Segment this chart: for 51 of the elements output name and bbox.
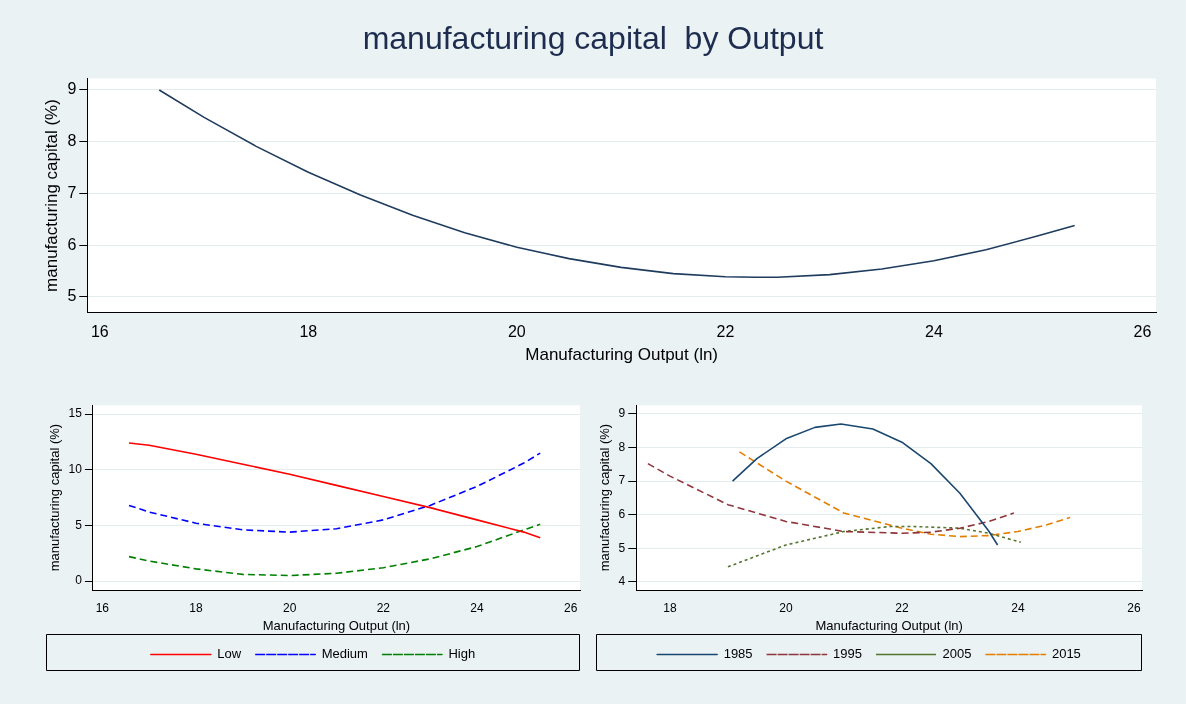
x-tick-label: 20 bbox=[282, 600, 297, 615]
y-tick-label: 8 bbox=[67, 132, 77, 150]
x-tick-label: 22 bbox=[895, 600, 909, 615]
y-tick-label: 7 bbox=[67, 183, 77, 201]
x-tick-label: 20 bbox=[779, 600, 793, 615]
y-tick-label: 8 bbox=[618, 439, 626, 454]
y-tick-label: 9 bbox=[67, 80, 77, 98]
line-series bbox=[738, 451, 1071, 538]
line-series bbox=[128, 452, 541, 533]
y-tick-label: 4 bbox=[618, 574, 626, 589]
y-tick-label: 5 bbox=[75, 517, 83, 532]
x-axis-title: Manufacturing Output (ln) bbox=[525, 345, 719, 365]
x-tick-label: 22 bbox=[376, 600, 391, 615]
legend-label: Low bbox=[217, 646, 242, 662]
line-series bbox=[647, 462, 1015, 535]
legend-label: High bbox=[448, 646, 476, 662]
chart-title: manufacturing capital by Output bbox=[361, 19, 825, 58]
y-tick-label: 15 bbox=[68, 406, 83, 421]
y-axis-title: manufacturing capital (%) bbox=[47, 423, 63, 572]
x-tick-label: 20 bbox=[507, 323, 526, 341]
x-tick-label: 26 bbox=[563, 600, 578, 615]
x-tick-label: 24 bbox=[470, 600, 484, 615]
x-tick-label: 26 bbox=[1127, 600, 1141, 615]
y-tick-label: 6 bbox=[67, 235, 77, 253]
x-axis-title: Manufacturing Output (ln) bbox=[815, 617, 963, 633]
y-tick-label: 5 bbox=[67, 287, 77, 305]
y-tick-label: 7 bbox=[618, 473, 626, 488]
y-tick-label: 9 bbox=[618, 406, 626, 421]
y-tick-label: 0 bbox=[75, 573, 83, 588]
x-tick-label: 16 bbox=[90, 323, 109, 341]
x-tick-label: 18 bbox=[299, 323, 318, 341]
x-tick-label: 26 bbox=[1133, 323, 1152, 341]
x-tick-label: 16 bbox=[95, 600, 110, 615]
line-series bbox=[727, 525, 1022, 568]
x-tick-label: 18 bbox=[663, 600, 677, 615]
x-tick-label: 22 bbox=[716, 323, 735, 341]
legend-label: 2005 bbox=[942, 646, 972, 662]
legend-label: 2015 bbox=[1051, 646, 1081, 662]
x-axis-title: Manufacturing Output (ln) bbox=[262, 617, 411, 633]
x-tick-label: 18 bbox=[189, 600, 203, 615]
line-series bbox=[128, 523, 541, 577]
y-tick-label: 10 bbox=[68, 462, 83, 477]
y-axis-title: manufacturing capital (%) bbox=[41, 99, 61, 292]
y-axis-title: manufacturing capital (%) bbox=[597, 423, 613, 572]
legend-label: 1995 bbox=[833, 646, 862, 662]
x-tick-label: 24 bbox=[1011, 600, 1025, 615]
legend-label: 1985 bbox=[723, 646, 753, 662]
y-tick-label: 5 bbox=[618, 540, 626, 555]
x-tick-label: 24 bbox=[925, 323, 943, 341]
y-tick-label: 6 bbox=[618, 507, 626, 522]
legend-label: Medium bbox=[321, 646, 368, 662]
